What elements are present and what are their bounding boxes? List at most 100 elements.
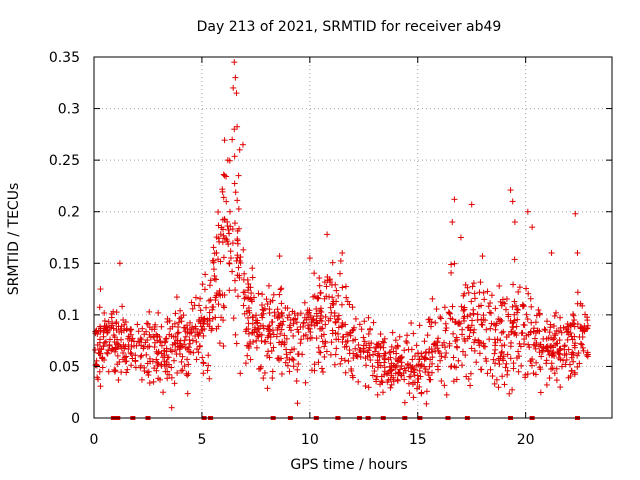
data-point (519, 302, 526, 309)
data-point (106, 336, 113, 343)
data-point (560, 357, 567, 364)
data-point (304, 322, 311, 329)
data-point (468, 201, 475, 208)
data-point (501, 300, 508, 307)
data-point (249, 274, 256, 281)
data-point (527, 357, 534, 364)
data-point (560, 324, 567, 331)
data-point (120, 341, 127, 348)
data-point (313, 310, 320, 317)
data-point (398, 359, 405, 366)
data-point (207, 277, 214, 284)
data-point (304, 335, 311, 342)
data-point (558, 363, 565, 370)
data-point (390, 348, 397, 355)
data-point (206, 297, 213, 304)
data-point (260, 307, 267, 314)
data-point (273, 333, 280, 340)
data-point (283, 346, 290, 353)
data-point (236, 225, 243, 232)
data-point (442, 320, 449, 327)
data-point (545, 334, 552, 341)
data-point (332, 281, 339, 288)
data-point (311, 361, 318, 368)
data-point (192, 323, 199, 330)
data-point (355, 378, 362, 385)
data-point (437, 315, 444, 322)
data-point (258, 302, 265, 309)
data-point (518, 362, 525, 369)
data-point (143, 351, 150, 358)
data-point (413, 362, 420, 369)
data-point (558, 329, 565, 336)
data-point (168, 374, 175, 381)
data-point (553, 340, 560, 347)
data-point (134, 321, 141, 328)
data-point (233, 340, 240, 347)
data-point (501, 381, 508, 388)
data-point (528, 362, 535, 369)
data-point (381, 356, 388, 363)
data-point (527, 295, 534, 302)
data-point (300, 320, 307, 327)
x-tick-label: 10 (301, 432, 319, 448)
data-point (134, 338, 141, 345)
data-point (220, 232, 227, 239)
data-point (574, 289, 581, 296)
data-point (515, 368, 522, 375)
data-point (186, 319, 193, 326)
data-point (504, 351, 511, 358)
data-point (500, 357, 507, 364)
data-point (318, 365, 325, 372)
data-point (503, 360, 510, 367)
data-point (168, 364, 175, 371)
data-point (457, 234, 464, 241)
data-point (184, 390, 191, 397)
data-point (316, 307, 323, 314)
data-point (292, 316, 299, 323)
data-point (365, 384, 372, 391)
data-point (138, 352, 145, 359)
data-point (404, 332, 411, 339)
data-point (161, 358, 168, 365)
data-point (158, 323, 165, 330)
data-point (378, 378, 385, 385)
data-point (348, 365, 355, 372)
data-point (351, 324, 358, 331)
data-point (258, 337, 265, 344)
data-point (479, 321, 486, 328)
data-point (516, 284, 523, 291)
data-point (388, 343, 395, 350)
data-point (318, 325, 325, 332)
data-point (317, 349, 324, 356)
data-point (255, 290, 262, 297)
data-point (278, 341, 285, 348)
data-point (369, 363, 376, 370)
data-point (268, 319, 275, 326)
data-point (532, 330, 539, 337)
data-point (265, 323, 272, 330)
data-point (438, 377, 445, 384)
data-point (454, 320, 461, 327)
data-point (486, 309, 493, 316)
data-point (301, 314, 308, 321)
data-point (443, 325, 450, 332)
data-point (386, 363, 393, 370)
data-point (363, 342, 370, 349)
data-point (369, 372, 376, 379)
data-point (259, 314, 266, 321)
data-point (507, 187, 514, 194)
data-point (219, 226, 226, 233)
data-point (253, 312, 260, 319)
data-point (103, 327, 110, 334)
data-point (304, 311, 311, 318)
data-point (113, 320, 120, 327)
data-point (216, 340, 223, 347)
data-point (274, 355, 281, 362)
data-point (350, 337, 357, 344)
data-point (336, 270, 343, 277)
plot-frame (93, 56, 613, 419)
data-point (226, 208, 233, 215)
data-point (278, 309, 285, 316)
data-point (393, 345, 400, 352)
